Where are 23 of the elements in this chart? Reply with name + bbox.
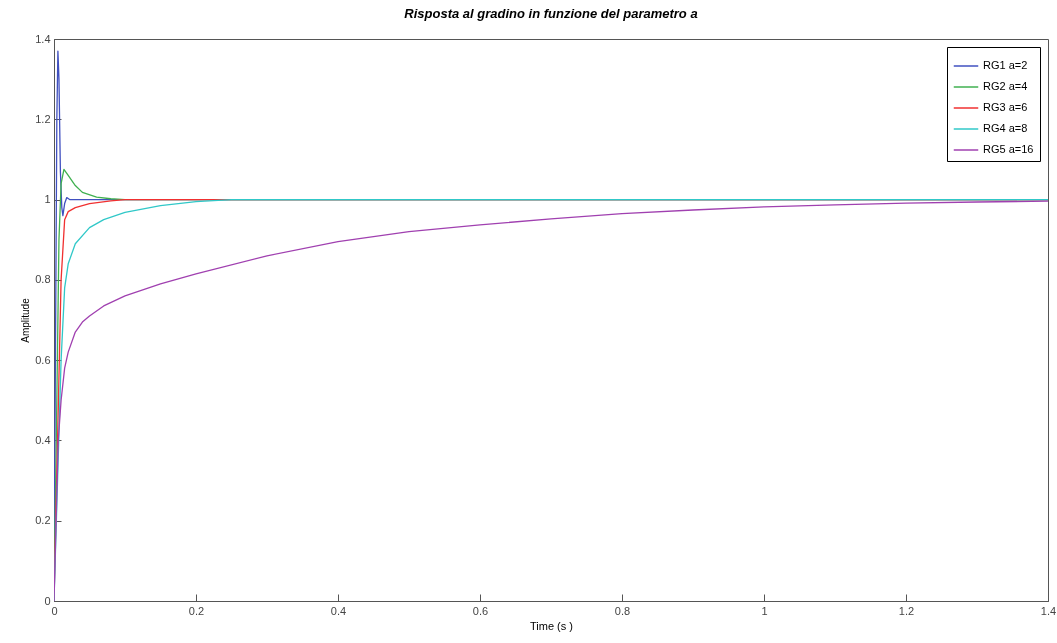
y-tick-label: 1.4 bbox=[35, 32, 51, 45]
legend-label: RG1 a=2 bbox=[983, 59, 1028, 71]
x-tick-label: 1 bbox=[761, 604, 768, 617]
y-tick-label: 0.4 bbox=[35, 433, 51, 446]
legend-label: RG3 a=6 bbox=[983, 101, 1028, 113]
x-tick-label: 1.2 bbox=[898, 604, 915, 617]
legend-label: RG2 a=4 bbox=[983, 80, 1028, 92]
x-axis-title: Time (s ) bbox=[530, 619, 573, 632]
y-tick-label: 0.8 bbox=[35, 273, 51, 286]
y-tick-label: 0 bbox=[44, 594, 51, 607]
x-tick-label: 0.4 bbox=[330, 604, 347, 617]
legend-label: RG5 a=16 bbox=[983, 143, 1034, 155]
chart-title: Risposta al gradino in funzione del parametro a bbox=[404, 6, 698, 21]
x-tick-label: 0.8 bbox=[614, 604, 631, 617]
y-tick-label: 1 bbox=[44, 193, 51, 206]
legend-label: RG4 a=8 bbox=[983, 122, 1028, 134]
x-tick-label: 0.2 bbox=[188, 604, 205, 617]
y-tick-label: 1.2 bbox=[35, 112, 51, 125]
x-tick-label: 1.4 bbox=[1040, 604, 1057, 617]
y-tick-label: 0.6 bbox=[35, 353, 51, 366]
x-tick-label: 0.6 bbox=[472, 604, 489, 617]
y-tick-label: 0.2 bbox=[35, 514, 51, 527]
y-axis-title: Amplitude bbox=[20, 297, 32, 343]
